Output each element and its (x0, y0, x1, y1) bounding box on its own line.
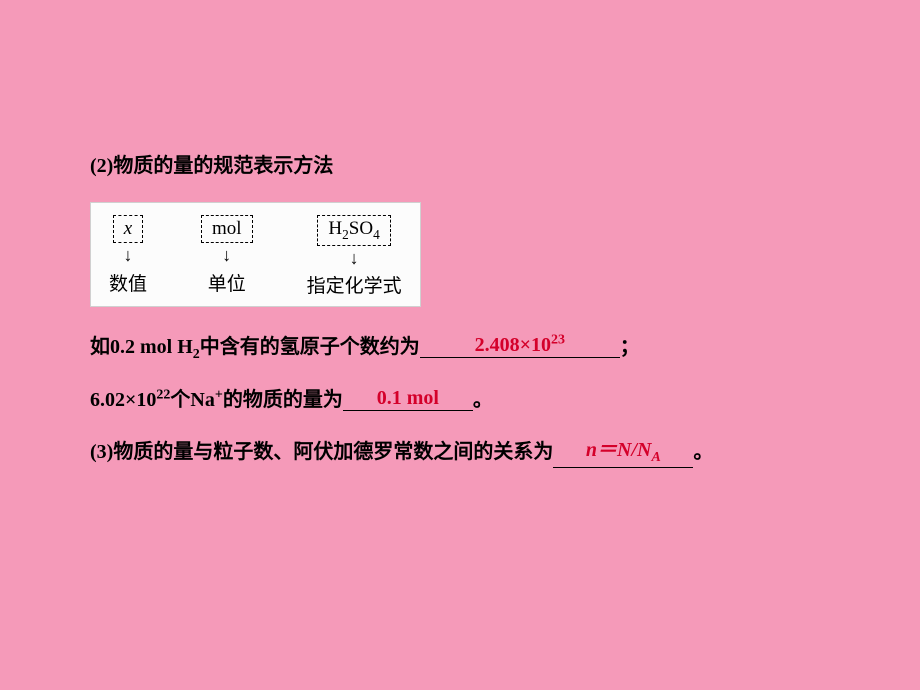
diagram-col-formula: H2SO4 ↓ 指定化学式 (307, 215, 402, 298)
section3-line: (3)物质的量与粒子数、阿伏加德罗常数之间的关系为 n＝N/NA 。 (90, 426, 850, 478)
blank-3: n＝N/NA (553, 438, 693, 468)
notation-diagram: x ↓ 数值 mol ↓ 单位 H2SO4 ↓ 指定化学式 (90, 202, 421, 307)
ex1-pre: 如 (90, 336, 110, 358)
arrow-down-icon: ↓ (222, 245, 231, 267)
example-line-1: 如0.2 mol H2中含有的氢原子个数约为 2.408×1023 ； (90, 321, 850, 373)
diagram-box-formula: H2SO4 (317, 215, 390, 246)
ex1-qty: 0.2 mol H2 (110, 336, 200, 358)
arrow-down-icon: ↓ (350, 248, 359, 270)
section3-prefix: (3) (90, 441, 113, 463)
ex1-tail: ； (620, 336, 640, 358)
diagram-col-value: x ↓ 数值 (109, 215, 147, 296)
example-line-2: 6.02×1022个Na+的物质的量为 0.1 mol 。 (90, 374, 850, 426)
ex2-qty: 6.02×1022 (90, 389, 170, 411)
section2-heading-text: 物质的量的规范表示方法 (113, 155, 333, 177)
ex1-mid: 中含有的氢原子个数约为 (200, 336, 420, 358)
section3-tail: 。 (693, 441, 713, 463)
section3-text: 物质的量与粒子数、阿伏加德罗常数之间的关系为 (113, 441, 553, 463)
diagram-box-value: x (113, 215, 143, 243)
diagram-label-formula: 指定化学式 (307, 271, 402, 298)
section2-heading: (2)物质的量的规范表示方法 (90, 140, 850, 192)
content-area: (2)物质的量的规范表示方法 x ↓ 数值 mol ↓ 单位 H2SO4 ↓ 指… (90, 140, 850, 478)
diagram-box-unit: mol (201, 215, 253, 243)
answer-1: 2.408×1023 (475, 334, 565, 356)
diagram-label-value: 数值 (109, 269, 147, 296)
ex2-mid: 的物质的量为 (223, 389, 343, 411)
blank-1: 2.408×1023 (420, 333, 620, 359)
arrow-down-icon: ↓ (124, 245, 133, 267)
blank-2: 0.1 mol (343, 386, 473, 411)
ex2-unit: 个 (170, 389, 190, 411)
section2-prefix: (2) (90, 155, 113, 177)
ex2-tail: 。 (473, 389, 493, 411)
answer-3: n＝N/NA (586, 439, 661, 461)
diagram-label-unit: 单位 (208, 269, 246, 296)
ex2-ion: Na+ (190, 389, 222, 411)
diagram-row: x ↓ 数值 mol ↓ 单位 H2SO4 ↓ 指定化学式 (109, 215, 402, 298)
answer-2: 0.1 mol (377, 387, 439, 409)
diagram-col-unit: mol ↓ 单位 (201, 215, 253, 296)
